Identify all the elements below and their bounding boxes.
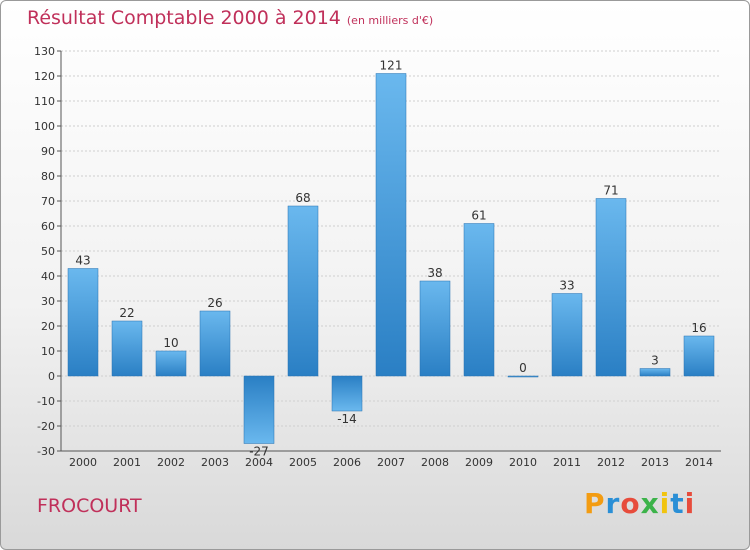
title-text: Résultat Comptable 2000 à 2014 — [27, 7, 341, 29]
bar-value-label: 61 — [471, 209, 486, 223]
y-tick-label: -30 — [37, 445, 55, 458]
x-tick-label: 2002 — [157, 456, 185, 469]
bar-value-label: 68 — [295, 191, 310, 205]
x-tick-label: 2005 — [289, 456, 317, 469]
logo-letter: x — [640, 487, 660, 520]
logo-letter: t — [670, 487, 685, 520]
x-tick-label: 2008 — [421, 456, 449, 469]
y-tick-label: 110 — [34, 95, 55, 108]
logo-letter: r — [605, 487, 621, 520]
bar — [243, 375, 275, 444]
logo-letter: P — [584, 487, 606, 520]
commune-name: FROCOURT — [37, 495, 142, 517]
x-tick-label: 2009 — [465, 456, 493, 469]
x-tick-label: 2007 — [377, 456, 405, 469]
bar — [331, 375, 363, 412]
bar-value-label: 22 — [119, 306, 134, 320]
x-tick-label: 2012 — [597, 456, 625, 469]
bar — [595, 198, 627, 377]
logo-letter: o — [620, 487, 641, 520]
bar — [507, 375, 539, 378]
bar — [463, 223, 495, 377]
x-tick-label: 2006 — [333, 456, 361, 469]
bar-value-label: 43 — [75, 254, 90, 268]
y-tick-label: -10 — [37, 395, 55, 408]
bar — [199, 310, 231, 377]
bar-value-label: -14 — [337, 412, 357, 426]
y-tick-label: 0 — [48, 370, 55, 383]
bar-value-label: 33 — [559, 279, 574, 293]
bar — [111, 320, 143, 377]
bar-value-label: 0 — [519, 361, 527, 375]
y-tick-label: 10 — [41, 345, 55, 358]
y-tick-label: 50 — [41, 245, 55, 258]
x-tick-label: 2013 — [641, 456, 669, 469]
bar-value-label: 71 — [603, 184, 618, 198]
y-tick-label: -20 — [37, 420, 55, 433]
x-tick-label: 2001 — [113, 456, 141, 469]
bar — [155, 350, 187, 377]
bar — [375, 73, 407, 377]
y-tick-label: 90 — [41, 145, 55, 158]
bar — [419, 280, 451, 377]
chart-subtitle: (en milliers d'€) — [346, 14, 434, 27]
bar-value-label: 121 — [380, 59, 403, 73]
y-tick-label: 20 — [41, 320, 55, 333]
bar-value-label: 10 — [163, 336, 178, 350]
chart-title: Résultat Comptable 2000 à 2014 (en millie… — [27, 7, 433, 29]
y-tick-label: 130 — [34, 45, 55, 58]
bar-value-label: 16 — [691, 321, 706, 335]
y-tick-label: 60 — [41, 220, 55, 233]
bar — [683, 335, 715, 377]
bar-value-label: 26 — [207, 296, 222, 310]
logo-letter: i — [659, 487, 671, 520]
y-tick-label: 30 — [41, 295, 55, 308]
y-tick-label: 120 — [34, 70, 55, 83]
bar — [551, 293, 583, 377]
y-tick-label: 80 — [41, 170, 55, 183]
y-tick-label: 70 — [41, 195, 55, 208]
bar-value-label: 38 — [427, 266, 442, 280]
bar-value-label: 3 — [651, 354, 659, 368]
y-tick-label: 40 — [41, 270, 55, 283]
bar — [639, 368, 671, 377]
x-tick-label: 2014 — [685, 456, 713, 469]
brand-logo: Proxiti — [584, 487, 695, 520]
x-tick-label: 2010 — [509, 456, 537, 469]
x-tick-label: 2004 — [245, 456, 273, 469]
x-tick-label: 2011 — [553, 456, 581, 469]
x-tick-label: 2003 — [201, 456, 229, 469]
bar — [287, 205, 319, 377]
logo-letter: i — [684, 487, 696, 520]
x-tick-label: 2000 — [69, 456, 97, 469]
bar-value-label: -27 — [249, 445, 269, 459]
bar — [67, 268, 99, 377]
y-tick-label: 100 — [34, 120, 55, 133]
